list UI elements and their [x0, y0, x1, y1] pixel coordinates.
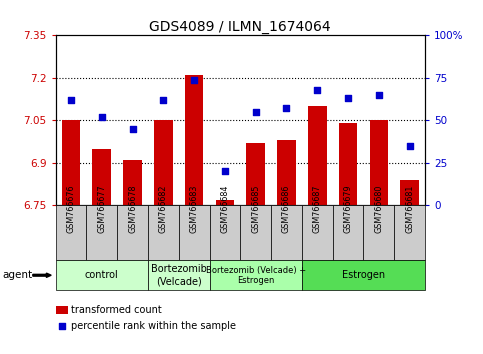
- Bar: [215, 200, 234, 205]
- Bar: [62, 120, 80, 205]
- Bar: [92, 149, 111, 205]
- Point: [313, 87, 321, 93]
- Bar: [369, 120, 388, 205]
- Point: [252, 109, 259, 115]
- Text: control: control: [85, 270, 119, 280]
- Text: percentile rank within the sample: percentile rank within the sample: [71, 321, 236, 331]
- Point: [221, 169, 229, 174]
- Point: [67, 97, 75, 103]
- Text: GSM766677: GSM766677: [97, 184, 106, 233]
- Text: GSM766680: GSM766680: [374, 184, 384, 233]
- Point: [375, 92, 383, 98]
- Bar: [185, 75, 203, 205]
- Text: GSM766676: GSM766676: [67, 184, 75, 233]
- Text: transformed count: transformed count: [71, 305, 162, 315]
- Point: [128, 126, 136, 132]
- Text: GSM766682: GSM766682: [159, 184, 168, 233]
- Bar: [277, 140, 296, 205]
- Bar: [308, 106, 327, 205]
- Title: GDS4089 / ILMN_1674064: GDS4089 / ILMN_1674064: [149, 21, 331, 34]
- Text: GSM766683: GSM766683: [190, 184, 199, 233]
- Point: [98, 114, 106, 120]
- Point: [406, 143, 413, 149]
- Point: [159, 97, 167, 103]
- Bar: [339, 123, 357, 205]
- Text: GSM766681: GSM766681: [405, 184, 414, 233]
- Point: [283, 105, 290, 111]
- Text: Bortezomib (Velcade) +
Estrogen: Bortezomib (Velcade) + Estrogen: [206, 266, 306, 285]
- Bar: [400, 180, 419, 205]
- Text: GSM766686: GSM766686: [282, 184, 291, 233]
- Bar: [123, 160, 142, 205]
- Bar: [154, 120, 172, 205]
- Text: GSM766684: GSM766684: [220, 184, 229, 233]
- Point: [190, 77, 198, 82]
- Point: [344, 96, 352, 101]
- Text: GSM766685: GSM766685: [251, 184, 260, 233]
- Text: GSM766687: GSM766687: [313, 184, 322, 233]
- Text: GSM766678: GSM766678: [128, 184, 137, 233]
- Text: Estrogen: Estrogen: [342, 270, 385, 280]
- Point: [58, 323, 66, 329]
- Bar: [246, 143, 265, 205]
- Text: Bortezomib
(Velcade): Bortezomib (Velcade): [151, 264, 207, 286]
- Text: GSM766679: GSM766679: [343, 184, 353, 233]
- Text: agent: agent: [2, 270, 32, 280]
